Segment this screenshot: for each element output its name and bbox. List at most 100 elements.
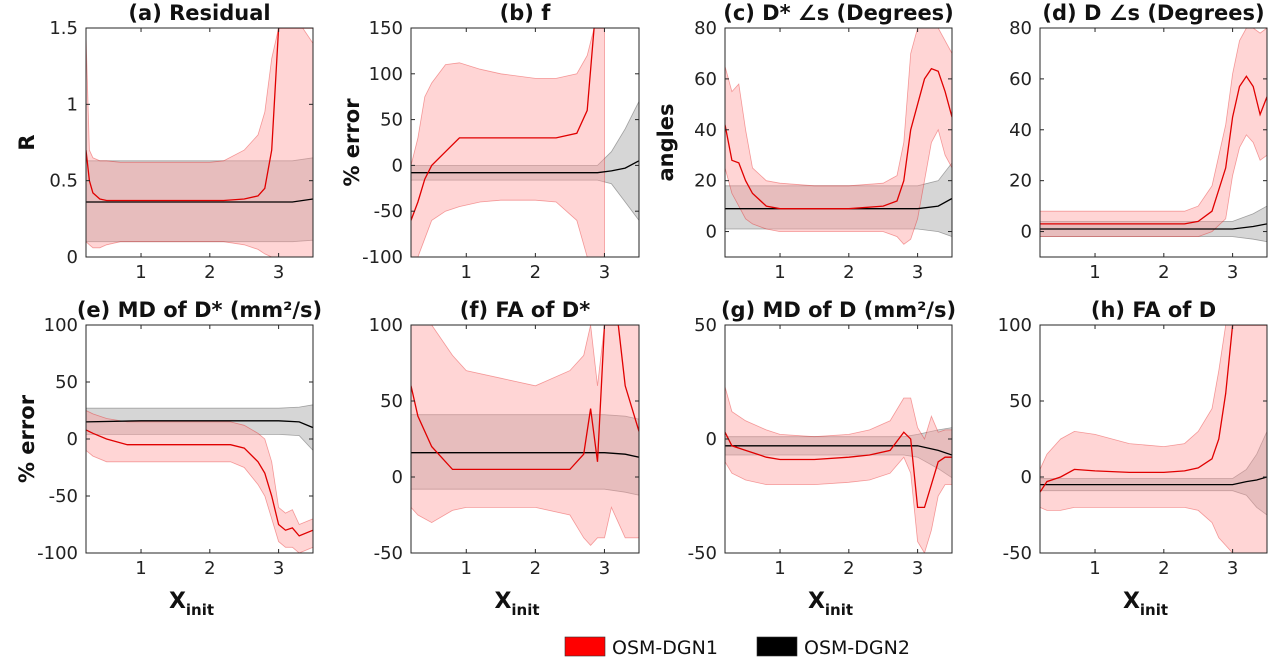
y-tick-label: -100 [362, 247, 403, 268]
panel-title: (b) f [500, 1, 552, 25]
y-tick-label: 0 [706, 429, 717, 450]
x-axis-label: Xinit [169, 589, 214, 619]
x-tick-label: 1 [1089, 558, 1100, 579]
legend-label: OSM-DGN1 [612, 637, 718, 657]
y-tick-label: 80 [694, 18, 717, 39]
band-osm-dgn1 [725, 28, 952, 245]
x-tick-label: 3 [273, 558, 284, 579]
panel-8: 1 2 3 -50 0 50 100 (h) FA of D [998, 298, 1268, 579]
y-tick-label: 20 [694, 171, 717, 192]
x-tick-label: 3 [599, 558, 610, 579]
x-tick-label: 1 [135, 558, 146, 579]
y-axis-label: % error [15, 394, 39, 483]
panel-3: 1 2 3 0 20 40 60 80 (c) D* ∠s (Degrees) angles [654, 1, 954, 283]
x-tick-label: 1 [1089, 262, 1100, 283]
mean-line-osm-dgn1 [411, 28, 605, 221]
y-tick-label: 150 [369, 18, 403, 39]
legend-swatch [564, 636, 606, 657]
y-tick-label: -50 [1003, 543, 1032, 564]
mean-line-osm-dgn2 [1040, 476, 1267, 486]
x-tick-label: 1 [461, 558, 472, 579]
y-tick-label: 50 [380, 391, 403, 412]
y-axis-label: angles [654, 103, 678, 181]
y-tick-label: 100 [998, 315, 1032, 336]
y-tick-label: 20 [1009, 171, 1032, 192]
mean-line-osm-dgn1 [725, 67, 952, 210]
plot-area [411, 28, 639, 257]
x-tick-label: 2 [1158, 262, 1169, 283]
y-tick-label: 100 [44, 315, 78, 336]
axes-box [410, 27, 640, 258]
x-tick-label: 3 [599, 262, 610, 283]
y-axis-label: % error [340, 98, 364, 187]
band-osm-dgn2 [86, 157, 313, 243]
y-tick-label: 100 [369, 315, 403, 336]
panel-title: (a) Residual [128, 1, 270, 25]
x-tick-label: 1 [774, 262, 785, 283]
panel-6: 1 2 3 -50 0 50 100 (f) FA of D* [369, 298, 640, 579]
mean-line-osm-dgn1 [86, 429, 313, 537]
x-tick-label: 2 [530, 262, 541, 283]
mean-line-osm-dgn2 [86, 420, 313, 429]
band-osm-dgn2 [411, 101, 639, 222]
band-osm-dgn1 [86, 410, 313, 553]
mean-line-osm-dgn1 [411, 325, 639, 471]
y-tick-label: 0 [67, 247, 78, 268]
axes-box [724, 27, 953, 258]
y-tick-label: -50 [374, 201, 403, 222]
x-tick-label: 3 [273, 262, 284, 283]
y-tick-label: 50 [694, 315, 717, 336]
x-tick-label: 3 [912, 262, 923, 283]
band-osm-dgn1 [1040, 325, 1267, 553]
mean-line-osm-dgn2 [411, 452, 639, 458]
legend: OSM-DGN1 OSM-DGN2 [564, 636, 910, 657]
x-tick-label: 2 [843, 262, 854, 283]
y-tick-label: 60 [1009, 69, 1032, 90]
y-tick-label: 50 [1009, 391, 1032, 412]
mean-line-osm-dgn1 [1040, 75, 1267, 225]
y-tick-label: 50 [380, 110, 403, 131]
x-axis-label: Xinit [808, 589, 853, 619]
band-osm-dgn2 [725, 162, 952, 238]
y-tick-label: 50 [55, 372, 78, 393]
y-tick-label: -50 [688, 543, 717, 564]
y-tick-label: 0 [392, 467, 403, 488]
y-tick-label: -50 [49, 486, 78, 507]
y-tick-label: 0 [67, 429, 78, 450]
mean-line-osm-dgn1 [725, 431, 952, 509]
axes-box [410, 324, 640, 554]
axes-box [1039, 27, 1268, 258]
band-osm-dgn1 [725, 386, 952, 553]
x-tick-label: 1 [135, 262, 146, 283]
x-tick-label: 2 [530, 558, 541, 579]
axes-box [1039, 324, 1268, 554]
band-osm-dgn2 [725, 427, 952, 479]
panel-title: (c) D* ∠s (Degrees) [723, 1, 954, 25]
band-osm-dgn1 [86, 28, 313, 257]
panel-4: 1 2 3 0 20 40 60 80 (d) D ∠s (Degrees) [1009, 1, 1268, 283]
y-axis-label: R [15, 134, 39, 150]
y-tick-label: 60 [694, 69, 717, 90]
band-osm-dgn2 [86, 404, 313, 451]
mean-line-osm-dgn2 [725, 197, 952, 210]
legend-label: OSM-DGN2 [804, 637, 910, 657]
y-tick-label: 100 [369, 64, 403, 85]
panel-title: (h) FA of D [1091, 298, 1216, 322]
x-tick-label: 3 [1227, 262, 1238, 283]
band-osm-dgn2 [1040, 431, 1267, 516]
x-tick-label: 3 [1227, 558, 1238, 579]
y-tick-label: 0 [1021, 467, 1032, 488]
mean-line-osm-dgn1 [86, 28, 313, 202]
panel-1: 1 2 3 0 0.5 1 1.5 (a) Residual R [15, 1, 314, 283]
mean-line-osm-dgn2 [411, 160, 639, 174]
panel-2: 1 2 3 -100 -50 0 50 100 150 (b) f % error [340, 1, 640, 283]
mean-line-osm-dgn2 [1040, 223, 1267, 230]
band-osm-dgn1 [1040, 28, 1267, 237]
panel-title: (d) D ∠s (Degrees) [1042, 1, 1264, 25]
x-tick-label: 3 [912, 558, 923, 579]
mean-line-osm-dgn1 [1040, 325, 1267, 493]
axes-box [85, 27, 314, 258]
legend-swatch [756, 636, 798, 657]
